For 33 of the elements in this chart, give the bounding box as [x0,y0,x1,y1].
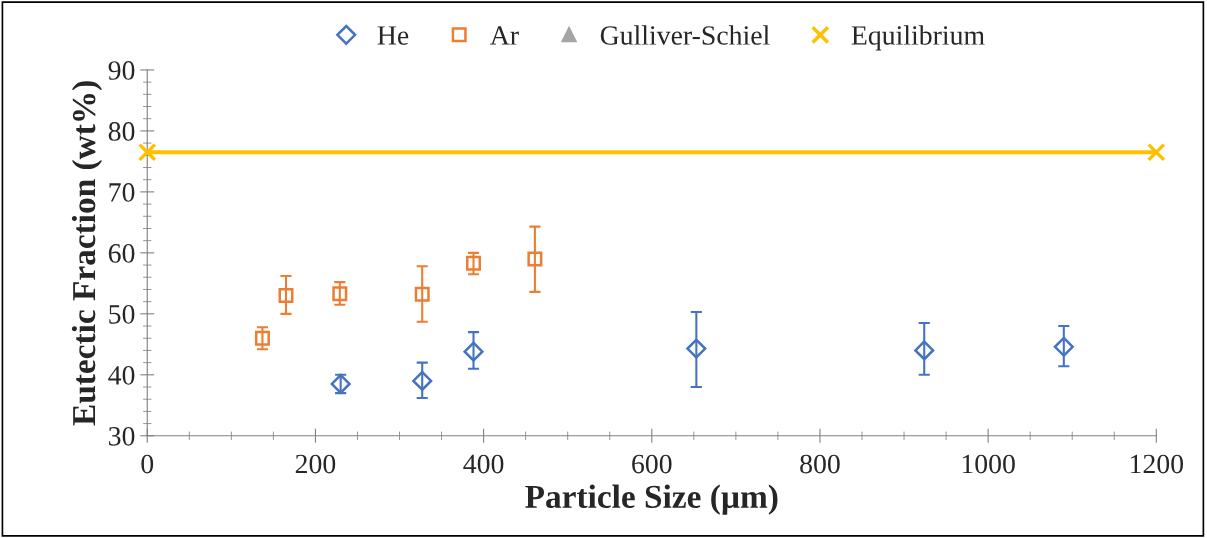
y-tick-label: 60 [108,244,135,263]
x-tick-label: 800 [800,454,840,474]
y-tick-label: 50 [109,305,135,324]
point [463,341,484,362]
point [1146,142,1166,162]
legend-label: Ar [490,26,519,45]
point [278,288,294,304]
point [914,340,935,361]
point [332,286,348,302]
y-tick-label: 90 [108,61,135,80]
point [1053,336,1074,357]
point [466,255,482,271]
point [686,338,707,359]
x-tick-label: 1000 [962,454,1015,474]
legend-label: Equilibrium [851,25,985,51]
x-axis-title: Particle Size (µm) [525,484,778,515]
legend-label: Gulliver-Schiel [600,25,770,45]
x-tick-label: 400 [463,454,504,474]
x-tick-label: 600 [632,454,672,474]
x-tick-label: 1200 [1130,454,1184,474]
point [414,286,430,302]
x-tick-label: 200 [295,454,336,474]
point [254,330,270,346]
point [137,142,157,162]
y-tick-label: 30 [109,426,135,446]
legend-label: He [377,26,409,45]
y-tick-label: 70 [109,183,135,202]
point [527,251,543,267]
y-tick-label: 40 [108,365,135,385]
y-tick-label: 80 [108,122,135,141]
x-tick-label: 0 [141,454,154,474]
y-axis-title: Eutectic Fraction (wt%) [71,81,103,426]
point [412,370,433,391]
